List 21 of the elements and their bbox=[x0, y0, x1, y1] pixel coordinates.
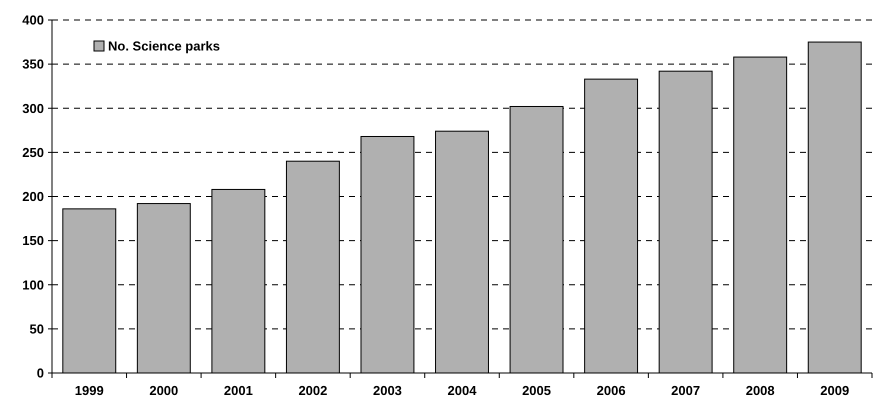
x-tick-label: 2001 bbox=[224, 383, 253, 398]
y-tick-label: 50 bbox=[30, 321, 44, 336]
y-tick-label: 0 bbox=[36, 366, 44, 381]
y-tick-label: 400 bbox=[22, 12, 44, 28]
legend-label: No. Science parks bbox=[108, 38, 220, 54]
y-tick-label: 300 bbox=[22, 100, 44, 116]
y-tick-label: 150 bbox=[22, 233, 44, 248]
x-tick-label: 2009 bbox=[820, 383, 850, 398]
x-tick-label: 2000 bbox=[149, 383, 178, 398]
x-tick-label: 2006 bbox=[596, 383, 626, 398]
x-tick-label: 2005 bbox=[522, 383, 552, 398]
x-tick-label: 2003 bbox=[372, 383, 402, 398]
y-tick-label: 350 bbox=[22, 56, 44, 72]
y-tick-label: 200 bbox=[22, 189, 44, 204]
x-tick-label: 2004 bbox=[448, 383, 478, 398]
y-tick-label: 250 bbox=[22, 144, 44, 160]
x-tick-label: 2008 bbox=[746, 383, 775, 398]
x-tick-label: 1999 bbox=[74, 383, 104, 398]
x-tick-label: 2007 bbox=[671, 383, 700, 398]
x-tick-label: 2002 bbox=[298, 383, 328, 398]
y-tick-label: 100 bbox=[22, 277, 44, 292]
